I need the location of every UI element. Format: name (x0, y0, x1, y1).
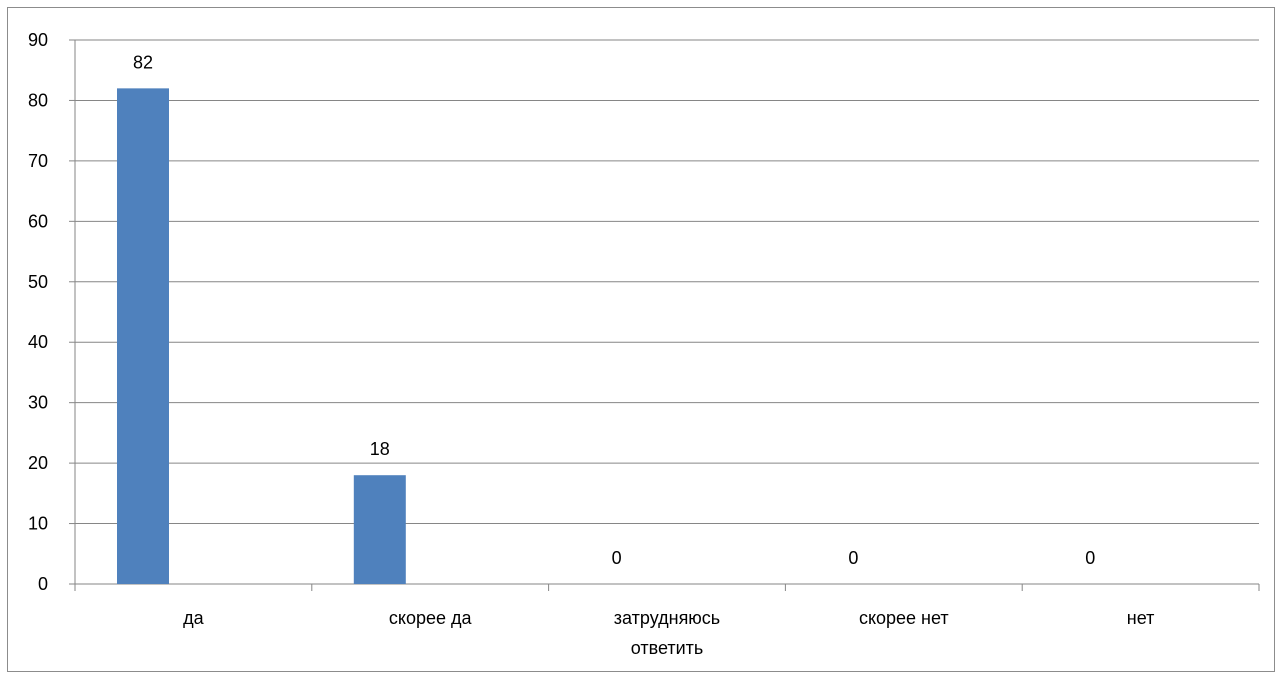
data-labels: 82 18 0 0 0 (133, 52, 1095, 568)
y-tick-label: 0 (38, 574, 48, 594)
x-tick-label: да (183, 608, 205, 628)
x-tick-label: скорее нет (859, 608, 949, 628)
y-tick-label: 80 (28, 90, 48, 110)
bar (117, 88, 169, 584)
chart-frame (7, 7, 1275, 672)
y-tick-label: 30 (28, 393, 48, 413)
axes (69, 39, 1260, 591)
data-label: 0 (612, 548, 622, 568)
x-tick-label: скорее да (389, 608, 473, 628)
y-tick-label: 20 (28, 453, 48, 473)
x-tick-labels: да скорее да затрудняюсь ответить скорее нет… (183, 608, 1154, 658)
y-tick-label: 10 (28, 514, 48, 534)
gridlines (75, 39, 1259, 525)
bars (117, 88, 406, 584)
y-tick-label: 70 (28, 151, 48, 171)
y-tick-label: 60 (28, 211, 48, 231)
y-tick-label: 50 (28, 272, 48, 292)
data-label: 0 (1085, 548, 1095, 568)
y-tick-labels: 0 10 20 30 40 50 60 70 80 90 (28, 30, 48, 594)
x-tick-label: затрудняюсь (614, 608, 720, 628)
data-label: 18 (370, 439, 390, 459)
y-tick-label: 90 (28, 30, 48, 50)
x-tick-label: нет (1127, 608, 1155, 628)
x-tick-label: ответить (631, 638, 704, 658)
y-tick-label: 40 (28, 332, 48, 352)
data-label: 82 (133, 52, 153, 72)
bar (353, 475, 406, 584)
data-label: 0 (848, 548, 858, 568)
